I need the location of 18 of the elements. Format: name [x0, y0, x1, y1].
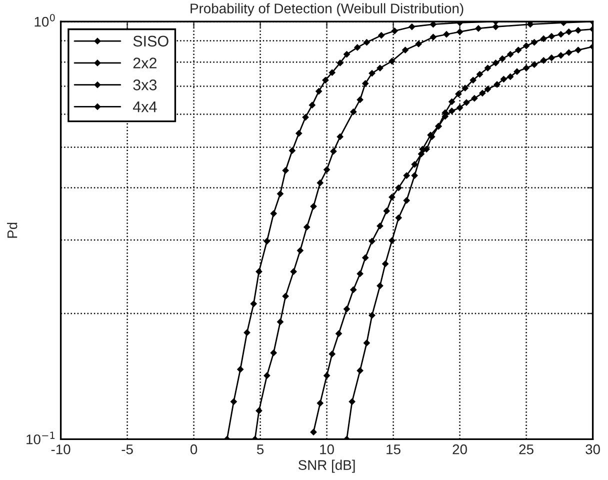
chart-title: Probability of Detection (Weibull Distribution) — [190, 3, 464, 16]
x-tick-label: 10 — [320, 444, 334, 454]
x-axis-title: SNR [dB] — [298, 460, 355, 473]
x-tick-label: 5 — [256, 444, 264, 454]
legend-label: SISO — [133, 36, 168, 47]
x-tick-label: -5 — [122, 444, 133, 454]
x-tick-label: -10 — [51, 444, 70, 454]
y-tick-label: 10$^{0}$ — [34, 14, 55, 27]
x-tick-label: 25 — [519, 444, 534, 454]
x-tick-label: 30 — [586, 444, 600, 454]
x-tick-label: 0 — [190, 444, 198, 454]
x-tick-label: 20 — [452, 444, 467, 454]
y-tick-label: 10$^{−1}$ — [26, 432, 55, 444]
x-tick-label: 15 — [386, 444, 400, 454]
legend-label: 3x3 — [133, 80, 157, 90]
legend-label: 4x4 — [132, 102, 157, 112]
y-axis-title: Pd — [7, 222, 18, 238]
legend-label: 2x2 — [133, 58, 156, 68]
